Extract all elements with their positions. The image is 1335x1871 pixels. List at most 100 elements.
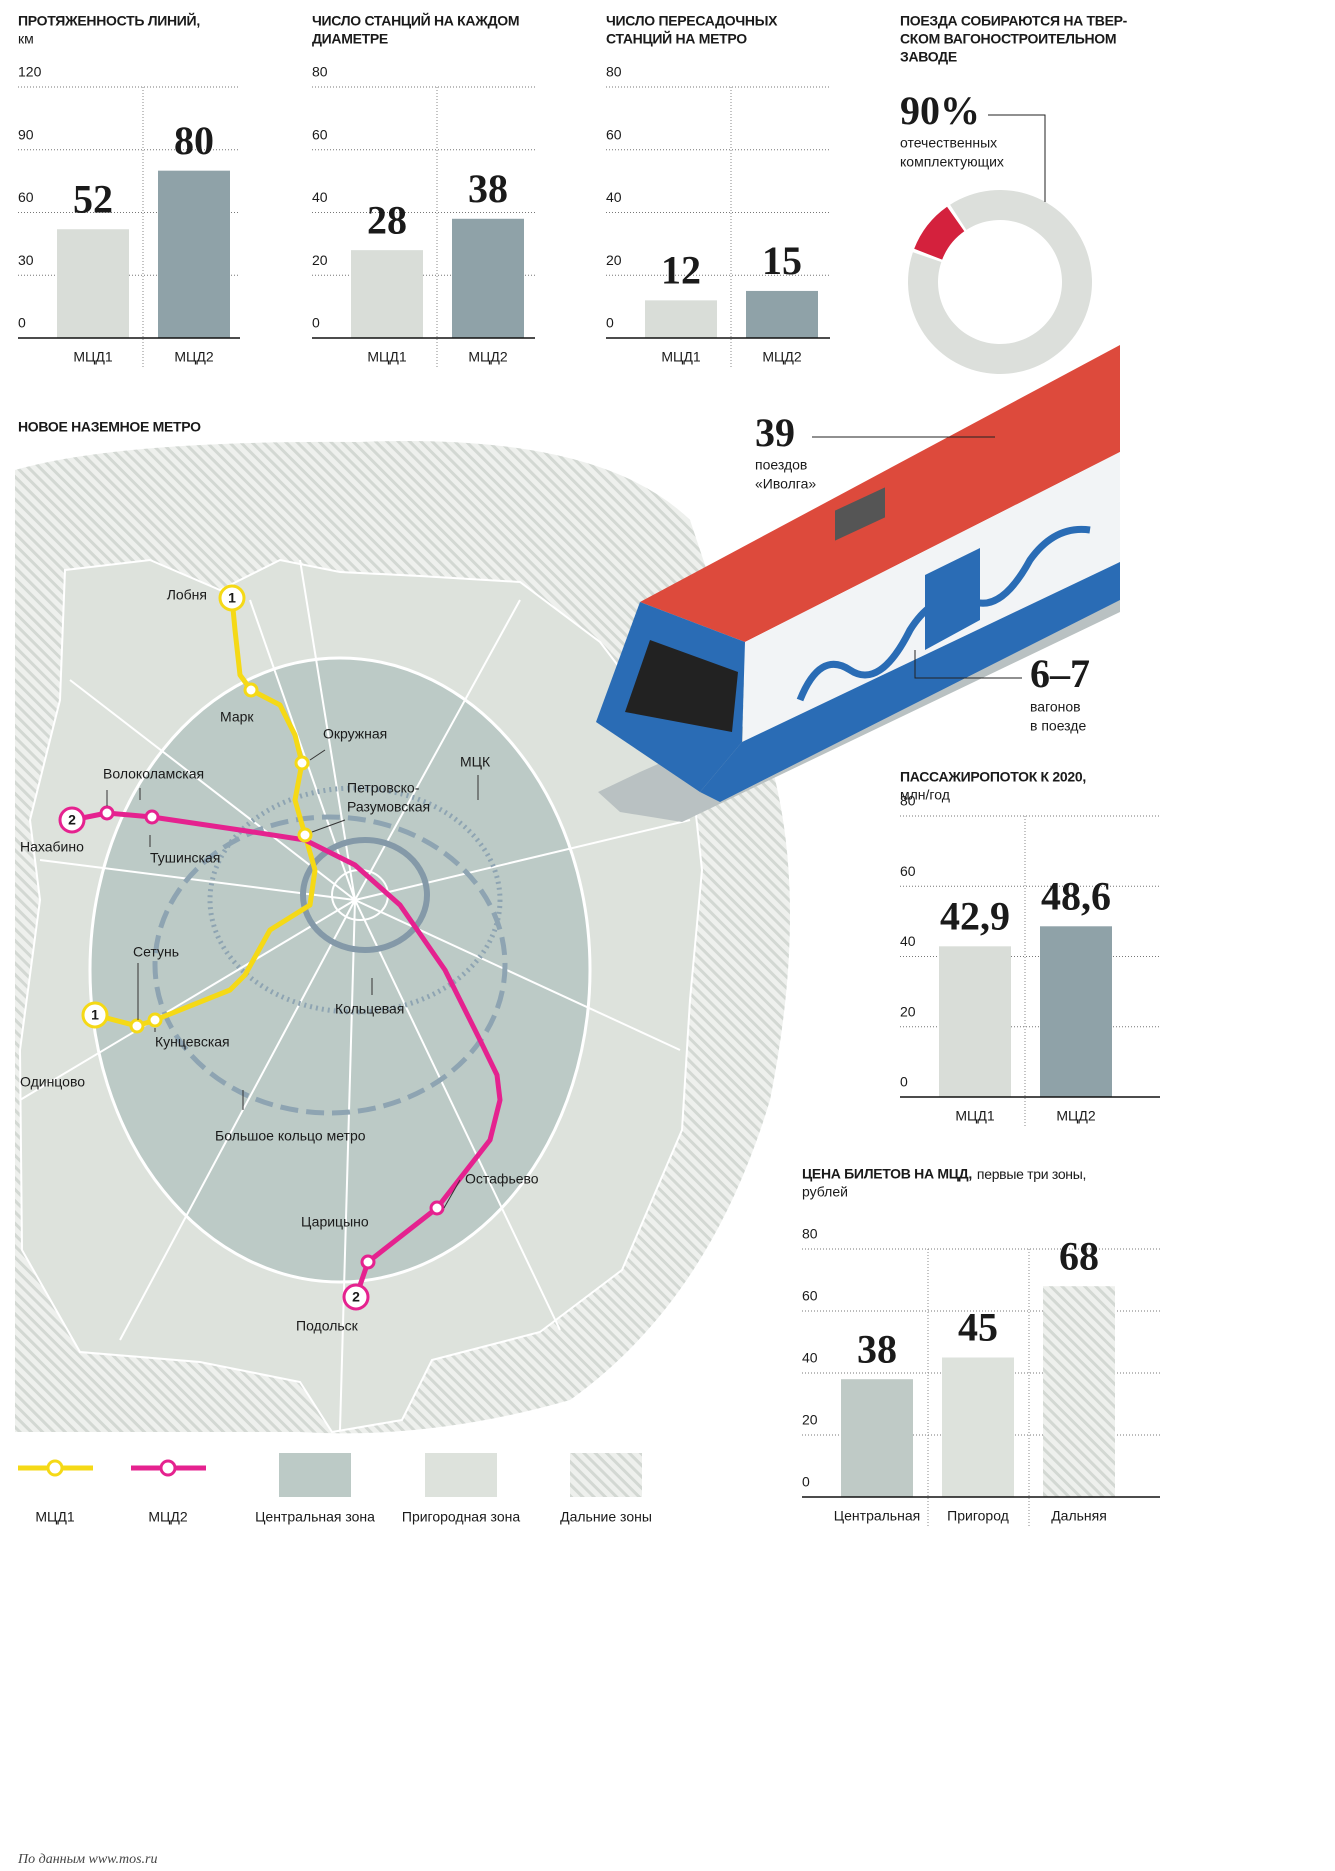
title-note: первые три зоны, (977, 1166, 1086, 1182)
central-zone (88, 656, 592, 1284)
annotation: поездов (755, 457, 807, 473)
x-tick-label: МЦД1 (955, 1108, 995, 1124)
y-tick-label: 40 (802, 1350, 818, 1366)
chart-subtitle: км (18, 31, 34, 47)
door (925, 548, 980, 650)
chart-subtitle: млн/год (900, 787, 950, 803)
legend-label: МЦД2 (148, 1509, 188, 1525)
map-label: Остафьево (465, 1171, 539, 1187)
x-tick-label: МЦД2 (174, 349, 214, 365)
leader-line (988, 114, 1046, 202)
y-tick-label: 80 (802, 1226, 818, 1242)
annotation: в поезде (1030, 718, 1086, 734)
y-tick-label: 20 (606, 252, 622, 268)
train-count: 39 (755, 410, 795, 455)
value-label: 45 (958, 1305, 998, 1350)
bar (746, 290, 818, 338)
cars-count: 6–7 (1030, 651, 1090, 696)
map-label: Сетунь (133, 944, 179, 960)
x-tick-label: Дальняя (1051, 1508, 1107, 1524)
line-badge (342, 1283, 370, 1311)
label-leader (311, 819, 346, 833)
line-badge-label: 1 (228, 590, 236, 606)
y-tick-label: 30 (18, 252, 34, 268)
chart-title: ДИАМЕТРЕ (312, 31, 388, 47)
chart-title: ЦЕНА БИЛЕТОВ НА МЦД, первые три зоны, (802, 1166, 1086, 1182)
chart-title: ПРОТЯЖЕННОСТЬ ЛИНИЙ, (18, 12, 200, 29)
y-tick-label: 20 (900, 1003, 916, 1019)
roof-hatch (835, 487, 885, 541)
line-badge (58, 806, 86, 834)
annotation: «Иволга» (755, 476, 816, 492)
annotation: отечественных (900, 135, 997, 151)
station (360, 1254, 376, 1270)
chart-title: ЧИСЛО ПЕРЕСАДОЧНЫХ (606, 13, 778, 29)
y-tick-label: 60 (312, 126, 328, 142)
chart-subtitle: рублей (802, 1184, 848, 1200)
station (99, 805, 115, 821)
map (15, 440, 790, 1434)
x-tick-label: Пригород (947, 1508, 1009, 1524)
donut-segment (908, 189, 1092, 374)
bar (939, 946, 1011, 1097)
x-tick-label: Центральная (834, 1508, 920, 1524)
map-label: Лобня (167, 587, 207, 603)
station (144, 809, 160, 825)
legend-station (46, 1459, 64, 1477)
legend-label: Центральная зона (255, 1509, 375, 1525)
y-tick-label: 0 (802, 1474, 810, 1490)
map-label: Окружная (323, 726, 387, 742)
map-title: НОВОЕ НАЗЕМНОЕ МЕТРО (18, 419, 201, 435)
value-label: 12 (661, 248, 701, 293)
y-tick-label: 0 (18, 315, 26, 331)
legend-label: Дальние зоны (560, 1509, 652, 1525)
map-label: Большое кольцо метро (215, 1128, 366, 1144)
map-label: Кунцевская (155, 1034, 230, 1050)
map-label: Одинцово (20, 1074, 85, 1090)
map-label: Нахабино (20, 839, 84, 855)
map-label: Подольск (296, 1318, 359, 1334)
bar (57, 229, 129, 338)
station (429, 1200, 445, 1216)
map-label: Разумовская (347, 799, 430, 815)
line-badge (81, 1001, 109, 1029)
legend-label: МЦД1 (35, 1509, 75, 1525)
station (297, 827, 313, 843)
legend-station (159, 1459, 177, 1477)
legend-label: Пригородная зона (402, 1509, 520, 1525)
y-tick-label: 20 (802, 1412, 818, 1428)
y-tick-label: 20 (312, 252, 328, 268)
value-label: 90% (900, 88, 980, 133)
bar (645, 300, 717, 338)
bar (841, 1379, 913, 1497)
y-tick-label: 40 (312, 189, 328, 205)
value-label: 38 (468, 166, 508, 211)
y-tick-label: 120 (18, 64, 42, 80)
ring-line (300, 837, 430, 953)
x-tick-label: МЦД1 (367, 349, 407, 365)
y-tick-label: 80 (312, 64, 328, 80)
value-label: 38 (857, 1326, 897, 1371)
bar (942, 1357, 1014, 1497)
chart-title: ПОЕЗДА СОБИРАЮТСЯ НА ТВЕР- (900, 13, 1128, 29)
leader-line (914, 650, 1022, 679)
line-badge (218, 584, 246, 612)
label-leader (309, 749, 326, 761)
station (147, 1012, 163, 1028)
value-label: 15 (762, 238, 802, 283)
annotation: вагонов (1030, 699, 1081, 715)
station (294, 755, 310, 771)
value-label: 28 (367, 197, 407, 242)
station (129, 1018, 145, 1034)
value-label: 52 (73, 176, 113, 221)
stripe (700, 562, 1120, 802)
y-tick-label: 60 (900, 863, 916, 879)
donut-segment (914, 206, 965, 260)
y-tick-label: 60 (18, 189, 34, 205)
y-tick-label: 80 (606, 64, 622, 80)
x-tick-label: МЦД2 (468, 349, 508, 365)
source: По данным www.mos.ru (17, 1852, 157, 1867)
x-tick-label: МЦД2 (1056, 1108, 1096, 1124)
train (596, 345, 1120, 822)
annotation: комплектующих (900, 154, 1004, 170)
